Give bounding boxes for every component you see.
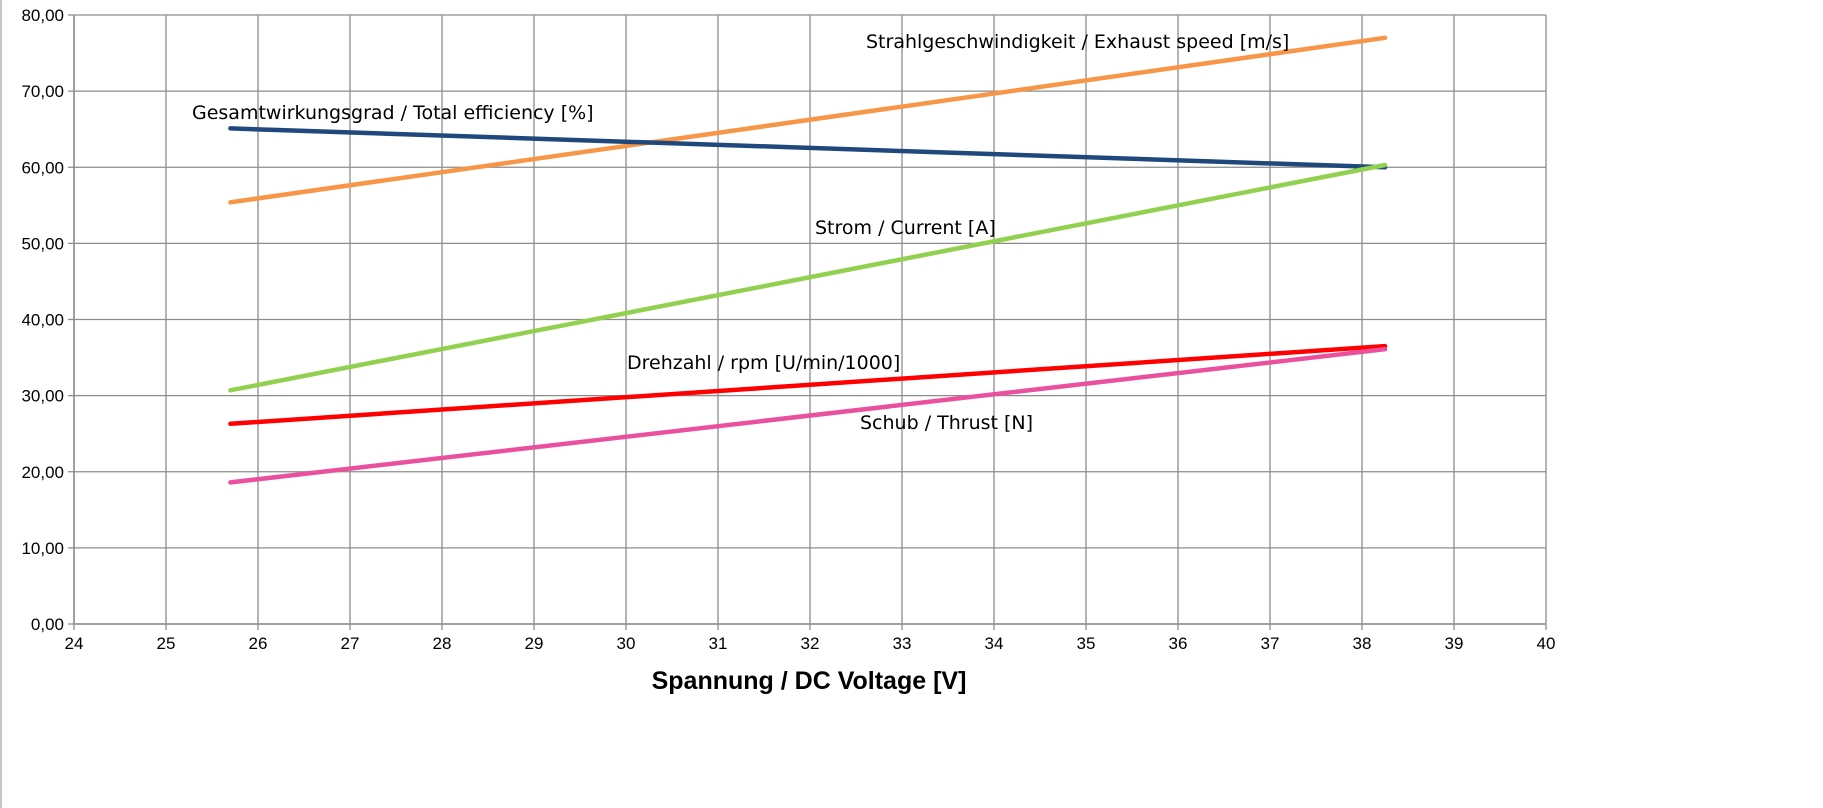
y-tick-label: 70,00 <box>21 82 64 101</box>
series-total-efficiency-line <box>228 126 1388 170</box>
x-tick-label: 34 <box>985 634 1004 653</box>
x-tick-label: 36 <box>1169 634 1188 653</box>
tick-labels: 24 25 26 27 28 29 30 31 32 33 34 35 36 37 38 39 40 0,00 10… <box>21 6 1555 653</box>
series-labels: Strahlgeschwindigkeit / Exhaust speed [m… <box>192 31 1289 434</box>
series-lines <box>228 35 1388 485</box>
x-tick-label: 35 <box>1077 634 1096 653</box>
y-tick-label: 20,00 <box>21 463 64 482</box>
series-rpm-line <box>228 343 1388 427</box>
y-tick-label: 50,00 <box>21 234 64 253</box>
series-thrust-line <box>228 346 1388 485</box>
x-tick-label: 39 <box>1445 634 1464 653</box>
x-tick-label: 38 <box>1353 634 1372 653</box>
x-tick-label: 27 <box>341 634 360 653</box>
y-tick-label: 30,00 <box>21 387 64 406</box>
series-total-efficiency-label: Gesamtwirkungsgrad / Total efficiency [%… <box>192 102 594 124</box>
series-rpm-label: Drehzahl / rpm [U/min/1000] <box>627 352 900 374</box>
x-tick-label: 33 <box>893 634 912 653</box>
x-tick-label: 28 <box>433 634 452 653</box>
x-tick-label: 32 <box>801 634 820 653</box>
x-tick-label: 26 <box>249 634 268 653</box>
grid <box>0 0 1547 808</box>
series-current-label: Strom / Current [A] <box>815 217 996 239</box>
series-exhaust-speed-label: Strahlgeschwindigkeit / Exhaust speed [m… <box>866 31 1289 53</box>
x-axis-label: Spannung / DC Voltage [V] <box>652 667 967 695</box>
x-tick-label: 40 <box>1537 634 1556 653</box>
y-tick-label: 40,00 <box>21 311 64 330</box>
x-tick-label: 30 <box>617 634 636 653</box>
x-tick-label: 31 <box>709 634 728 653</box>
y-tick-label: 10,00 <box>21 539 64 558</box>
x-tick-label: 24 <box>65 634 84 653</box>
series-exhaust-speed-line <box>228 35 1388 205</box>
x-tick-label: 29 <box>525 634 544 653</box>
x-tick-label: 25 <box>157 634 176 653</box>
series-thrust-label: Schub / Thrust [N] <box>860 412 1033 434</box>
x-tick-label: 37 <box>1261 634 1280 653</box>
series-current-line <box>228 162 1388 393</box>
y-tick-label: 80,00 <box>21 6 64 25</box>
y-tick-label: 0,00 <box>31 615 64 634</box>
y-tick-label: 60,00 <box>21 158 64 177</box>
